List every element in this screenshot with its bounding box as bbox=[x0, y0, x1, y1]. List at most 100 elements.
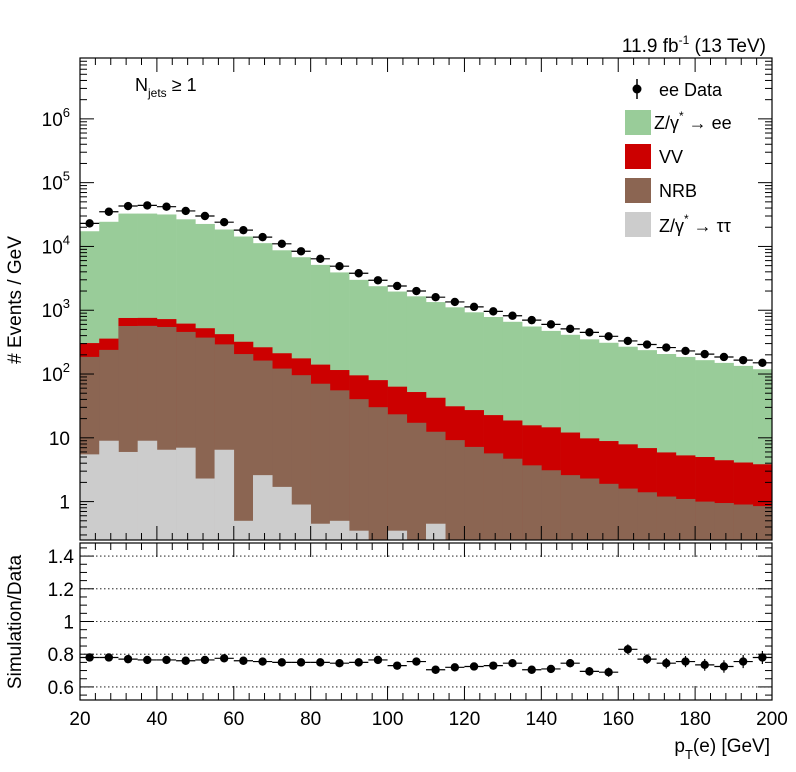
bar-nrb-1-bin-34 bbox=[733, 504, 754, 540]
ratio-point-29 bbox=[642, 654, 652, 664]
bar-nrb-1-bin-25 bbox=[560, 475, 581, 540]
data-point-29 bbox=[642, 340, 652, 349]
data-point-33 bbox=[719, 352, 729, 362]
bar-z-0-bin-13 bbox=[329, 520, 350, 540]
ratio-gridlines bbox=[79, 543, 773, 700]
ratio-point-21 bbox=[489, 661, 498, 670]
bar-z-0-bin-6 bbox=[195, 478, 215, 540]
ratio-point-20 bbox=[469, 662, 479, 671]
bar-nrb-1-bin-20 bbox=[464, 446, 484, 540]
data-point-10 bbox=[277, 239, 287, 249]
bar-z-0-bin-12 bbox=[310, 523, 331, 540]
bar-z-0-bin-8 bbox=[233, 520, 254, 540]
data-point-13 bbox=[335, 262, 344, 271]
ratio-point-19 bbox=[450, 663, 460, 672]
bar-nrb-1-bin-24 bbox=[541, 470, 561, 540]
bar-z-0-bin-1 bbox=[99, 440, 119, 540]
data-points bbox=[80, 201, 772, 367]
data-point-25 bbox=[565, 324, 575, 334]
data-point-0 bbox=[85, 219, 94, 228]
stacked-histograms bbox=[80, 213, 773, 541]
ratio-point-25 bbox=[565, 659, 575, 668]
legend-vv-swatch bbox=[625, 144, 651, 169]
bar-nrb-1-bin-35 bbox=[752, 506, 773, 540]
y-tick-label-4: 102 bbox=[42, 360, 70, 386]
ratio-point-32 bbox=[700, 660, 709, 670]
x-tick-label-3: 80 bbox=[300, 709, 321, 730]
bar-nrb-1-bin-31 bbox=[675, 498, 696, 540]
ratio-y-tick-labels: 0.6 0.8 1 1.2 1.4 bbox=[48, 547, 75, 699]
x-tick-label-6: 140 bbox=[525, 709, 557, 730]
ratio-point-23 bbox=[527, 665, 536, 674]
data-point-22 bbox=[508, 311, 517, 320]
x-tick-label-4: 100 bbox=[372, 709, 404, 730]
data-point-3 bbox=[143, 201, 152, 210]
legend: ee Data Z/γ* → ee VV NRB Z/γ* → ττ bbox=[625, 79, 732, 237]
ratio-point-3 bbox=[143, 655, 152, 665]
legend-zee-swatch bbox=[625, 110, 651, 135]
data-point-6 bbox=[200, 211, 210, 221]
bar-z-0-bin-9 bbox=[253, 475, 273, 540]
ratio-point-26 bbox=[585, 667, 594, 676]
x-axis-title: pT(e) [GeV] bbox=[674, 736, 770, 762]
bar-nrb-1-bin-29 bbox=[637, 492, 657, 540]
bar-nrb-1-bin-33 bbox=[714, 503, 734, 540]
ratio-y-tick-label-2: 1 bbox=[63, 613, 74, 634]
x-tick-label-9: 200 bbox=[756, 709, 788, 730]
data-point-23 bbox=[527, 315, 536, 325]
data-point-26 bbox=[585, 328, 594, 337]
y-tick-label-1: 105 bbox=[42, 169, 70, 195]
bar-z-0-bin-16 bbox=[387, 530, 408, 540]
ratio-point-14 bbox=[354, 658, 363, 667]
ratio-point-30 bbox=[662, 659, 671, 668]
data-point-32 bbox=[700, 349, 709, 359]
bar-nrb-1-bin-28 bbox=[618, 488, 638, 540]
bar-nrb-1-bin-13 bbox=[329, 390, 350, 540]
bar-nrb-1-bin-8 bbox=[233, 354, 254, 540]
ratio-point-33 bbox=[719, 662, 729, 671]
ratio-frame bbox=[79, 542, 773, 701]
bar-nrb-1-bin-19 bbox=[445, 440, 465, 540]
ratio-point-5 bbox=[181, 656, 190, 665]
ratio-point-16 bbox=[392, 661, 402, 670]
bar-nrb-1-bin-18 bbox=[426, 431, 446, 540]
ratio-point-17 bbox=[412, 657, 421, 666]
legend-vv-label: VV bbox=[659, 147, 683, 167]
ratio-point-11 bbox=[296, 658, 306, 667]
bar-nrb-1-bin-15 bbox=[368, 407, 388, 540]
main-y-axis-title: # Events / GeV bbox=[5, 236, 26, 364]
ratio-point-34 bbox=[738, 657, 748, 666]
data-point-27 bbox=[604, 332, 613, 341]
x-tick-label-1: 40 bbox=[146, 709, 167, 730]
ratio-point-10 bbox=[277, 658, 287, 667]
data-point-28 bbox=[623, 336, 633, 346]
ratio-point-8 bbox=[239, 656, 248, 665]
legend-data-marker bbox=[632, 84, 642, 94]
ratio-point-7 bbox=[219, 654, 229, 663]
ratio-point-27 bbox=[604, 667, 613, 677]
data-point-8 bbox=[239, 225, 248, 235]
main-frame bbox=[79, 57, 773, 541]
ratio-point-18 bbox=[431, 665, 440, 674]
y-tick-label-3: 103 bbox=[42, 296, 70, 322]
ratio-point-6 bbox=[200, 655, 210, 665]
data-point-30 bbox=[662, 343, 671, 352]
legend-zee-label: Z/γ* → ee bbox=[654, 109, 732, 133]
data-point-31 bbox=[681, 346, 690, 356]
legend-ztautau-swatch bbox=[625, 212, 651, 237]
ratio-y-tick-label-1: 0.8 bbox=[48, 645, 74, 666]
ratio-y-tick-label-4: 1.4 bbox=[48, 547, 75, 568]
bar-z-0-bin-4 bbox=[156, 449, 177, 540]
data-point-18 bbox=[431, 293, 440, 302]
data-point-35 bbox=[758, 358, 767, 367]
x-tick-labels: 20 40 60 80 100 120 140 160 180 200 bbox=[69, 709, 787, 730]
ratio-panel: 0.6 0.8 1 1.2 1.4 20 40 60 80 100 120 140 160 180 200… bbox=[5, 542, 788, 762]
data-point-11 bbox=[296, 247, 306, 256]
legend-entry-zee: Z/γ* → ee bbox=[625, 109, 732, 135]
bar-nrb-1-bin-16 bbox=[387, 414, 408, 540]
legend-nrb-swatch bbox=[625, 178, 651, 203]
data-point-4 bbox=[162, 202, 171, 211]
legend-entry-ztautau: Z/γ* → ττ bbox=[625, 212, 731, 237]
bar-z-0-bin-7 bbox=[214, 449, 235, 540]
